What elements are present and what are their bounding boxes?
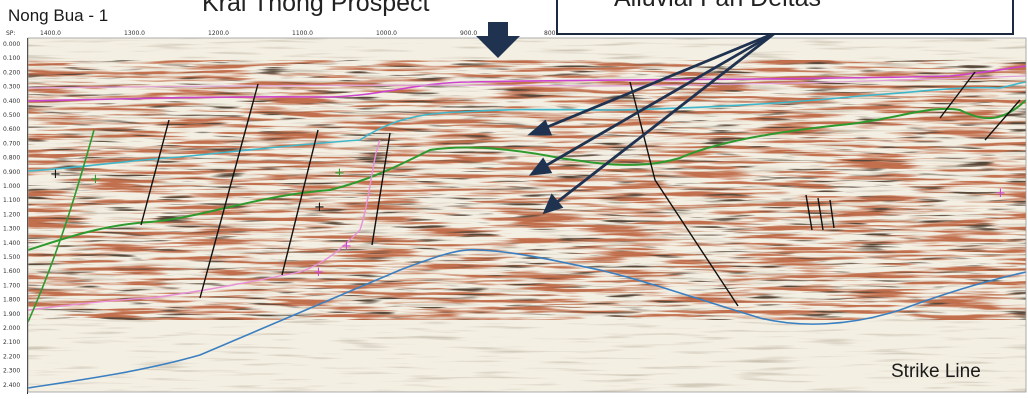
fault-line	[371, 132, 391, 246]
time-tick-label: 1.300	[3, 226, 20, 233]
time-tick-label: 1.000	[3, 183, 20, 190]
well-path	[28, 129, 95, 323]
sp-tick-label: 1100.0	[292, 30, 313, 37]
fault-line	[654, 179, 739, 307]
time-tick-label: 0.900	[3, 169, 20, 176]
time-tick-label: 1.400	[3, 240, 20, 247]
fault-line	[805, 194, 813, 231]
callout-box: Alluvial Fan Deltas	[556, 0, 1014, 35]
prospect-arrow	[476, 22, 520, 58]
sp-tick-label: 1000.0	[376, 30, 397, 37]
cyan-horizon	[28, 81, 1026, 172]
sp-tick-label: 900.0	[460, 30, 477, 37]
time-tick-label: 2.100	[3, 339, 20, 346]
time-tick-label: 1.700	[3, 282, 20, 289]
time-tick-label: 0.600	[3, 126, 20, 133]
fault-line	[829, 199, 835, 229]
black-cross-marker: +	[314, 200, 325, 215]
time-tick-label: 0.300	[3, 84, 20, 91]
arrowhead	[527, 119, 553, 136]
time-tick-label: 0.000	[3, 41, 20, 48]
fault-line	[939, 71, 976, 119]
time-axis-ticks: 0.000 0.100 0.200 0.300 0.400 0.500 0.600 0.700…	[3, 41, 20, 389]
fault-line	[199, 83, 259, 299]
prospect-label: Krai Thong Prospect	[202, 0, 430, 17]
magenta-cross-marker: +	[313, 265, 324, 280]
time-tick-label: 0.500	[3, 112, 20, 119]
time-tick-label: 1.500	[3, 254, 20, 261]
sp-axis-prefix: SP:	[6, 30, 15, 37]
time-tick-label: 2.200	[3, 353, 20, 360]
panel-frame	[27, 37, 1027, 393]
fault-line	[984, 99, 1021, 141]
time-axis-bar	[0, 38, 28, 394]
time-tick-label: 1.900	[3, 311, 20, 318]
well-label: Nong Bua - 1	[8, 6, 109, 25]
time-tick-label: 0.700	[3, 140, 20, 147]
time-tick-label: 2.300	[3, 368, 20, 375]
sp-tick-label: 800.0	[544, 30, 561, 37]
sp-axis-bar	[0, 28, 1028, 38]
green-cross-marker: +	[334, 166, 345, 181]
time-tick-label: 2.400	[3, 382, 20, 389]
arrowhead	[542, 193, 564, 215]
pink-lower-horizon	[28, 139, 381, 311]
blue-horizon	[28, 248, 1026, 389]
pick-markers: + + + + + + +	[50, 166, 1006, 280]
time-tick-label: 0.100	[3, 55, 20, 62]
time-tick-label: 1.600	[3, 268, 20, 275]
callout-arrows	[527, 31, 776, 215]
fault-lines	[140, 71, 1021, 307]
magenta-cross-marker: +	[341, 239, 352, 254]
magenta-horizon	[28, 65, 1026, 102]
fault-line	[140, 119, 170, 226]
time-tick-label: 1.100	[3, 197, 20, 204]
time-tick-label: 0.800	[3, 155, 20, 162]
green-cross-marker: +	[90, 172, 101, 187]
fault-line	[817, 197, 824, 231]
green-horizon	[28, 99, 1026, 251]
strike-line-label: Strike Line	[891, 361, 981, 382]
fault-line	[281, 129, 319, 276]
callout-arrow	[551, 31, 776, 208]
black-cross-marker: +	[50, 167, 61, 182]
callout-label: Alluvial Fan Deltas	[614, 0, 821, 13]
time-tick-label: 1.800	[3, 297, 20, 304]
callout-arrow	[539, 31, 776, 171]
sp-tick-label: 1400.0	[40, 30, 61, 37]
time-tick-label: 2.000	[3, 325, 20, 332]
time-tick-label: 1.200	[3, 211, 20, 218]
pink-upper-horizon	[28, 75, 1026, 89]
time-tick-label: 0.200	[3, 69, 20, 76]
sp-tick-label: 1200.0	[208, 30, 229, 37]
arrowhead	[528, 157, 553, 176]
seismic-texture-strong	[28, 60, 1026, 320]
fault-line	[629, 81, 656, 181]
magenta-cross-marker: +	[995, 186, 1006, 201]
sp-tick-label: 1300.0	[124, 30, 145, 37]
callout-arrow	[539, 31, 776, 132]
time-tick-label: 0.400	[3, 98, 20, 105]
